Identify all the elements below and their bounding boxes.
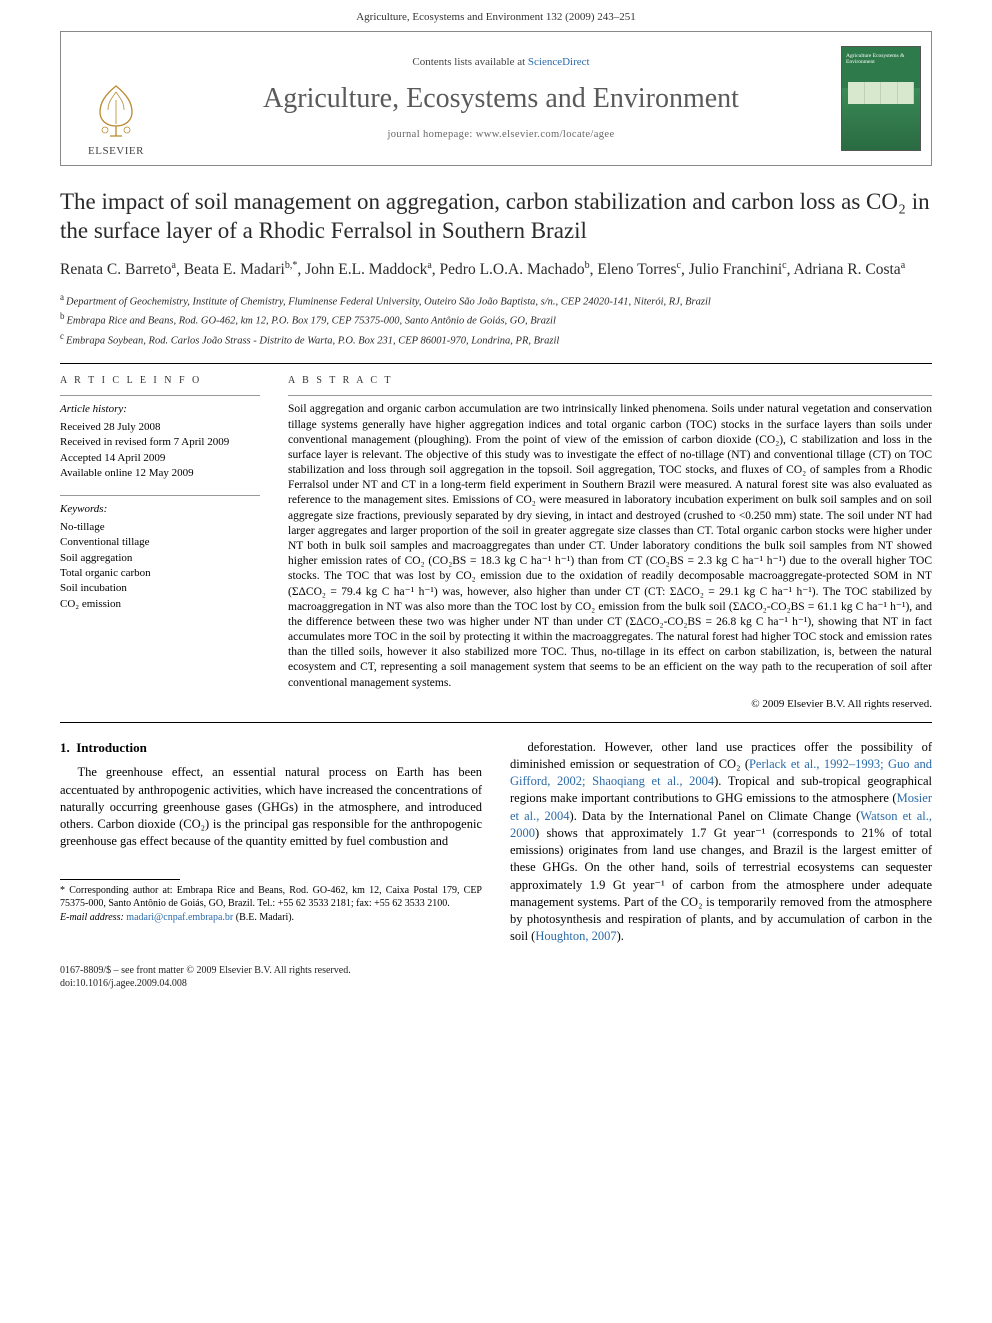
keywords-block: Keywords: No-tillageConventional tillage…: [60, 502, 260, 612]
footnotes: * Corresponding author at: Embrapa Rice …: [60, 884, 482, 925]
abstract-text: Soil aggregation and organic carbon accu…: [288, 402, 932, 690]
corresponding-author: * Corresponding author at: Embrapa Rice …: [60, 884, 482, 911]
abstract-column: A B S T R A C T Soil aggregation and org…: [288, 374, 932, 712]
issn-line: 0167-8809/$ – see front matter © 2009 El…: [60, 964, 932, 978]
info-rule-2: [60, 495, 260, 496]
homepage-line: journal homepage: www.elsevier.com/locat…: [387, 128, 614, 142]
abstract-heading: A B S T R A C T: [288, 374, 932, 388]
sciencedirect-link[interactable]: ScienceDirect: [528, 56, 590, 68]
cover-title-text: Agriculture Ecosystems & Environment: [846, 53, 916, 65]
intro-para-1: The greenhouse effect, an essential natu…: [60, 764, 482, 850]
email-link[interactable]: madari@cnpaf.embrapa.br: [126, 912, 233, 923]
history-label: Article history:: [60, 402, 260, 417]
journal-name: Agriculture, Ecosystems and Environment: [263, 80, 739, 118]
divider-top: [60, 363, 932, 364]
journal-cover-thumb: Agriculture Ecosystems & Environment: [841, 46, 921, 151]
homepage-url[interactable]: www.elsevier.com/locate/agee: [476, 129, 615, 140]
doi-line: doi:10.1016/j.agee.2009.04.008: [60, 977, 932, 991]
elsevier-tree-icon: [86, 80, 146, 140]
email-person: (B.E. Madari).: [236, 912, 294, 923]
publisher-name: ELSEVIER: [88, 144, 144, 159]
body-two-column: 1. Introduction The greenhouse effect, a…: [60, 739, 932, 946]
publisher-logo-block: ELSEVIER: [61, 32, 171, 165]
journal-center: Contents lists available at ScienceDirec…: [171, 32, 831, 165]
cover-thumb-wrap: Agriculture Ecosystems & Environment: [831, 32, 931, 165]
abstract-copyright: © 2009 Elsevier B.V. All rights reserved…: [288, 697, 932, 712]
contents-lists-line: Contents lists available at ScienceDirec…: [412, 55, 589, 70]
page-footer: 0167-8809/$ – see front matter © 2009 El…: [60, 964, 932, 991]
email-label: E-mail address:: [60, 912, 124, 923]
contents-prefix: Contents lists available at: [412, 56, 527, 68]
section-1-heading: 1. Introduction: [60, 739, 482, 757]
citation-link[interactable]: Perlack et al., 1992–1993; Guo and Giffo…: [510, 757, 932, 788]
intro-para-2: deforestation. However, other land use p…: [510, 739, 932, 946]
article-info-heading: A R T I C L E I N F O: [60, 374, 260, 388]
footnote-rule: [60, 879, 180, 880]
citation-link[interactable]: Watson et al., 2000: [510, 809, 932, 840]
affiliations: aDepartment of Geochemistry, Institute o…: [60, 291, 932, 349]
keywords-label: Keywords:: [60, 502, 260, 517]
homepage-prefix: journal homepage:: [387, 129, 475, 140]
section-title: Introduction: [76, 740, 147, 755]
abs-rule: [288, 395, 932, 396]
section-number: 1.: [60, 740, 70, 755]
info-rule-1: [60, 395, 260, 396]
divider-mid: [60, 722, 932, 723]
article-info-column: A R T I C L E I N F O Article history: R…: [60, 374, 260, 712]
article-title: The impact of soil management on aggrega…: [60, 188, 932, 246]
running-head: Agriculture, Ecosystems and Environment …: [0, 0, 992, 31]
author-list: Renata C. Barretoa, Beata E. Madarib,*, …: [60, 259, 932, 281]
journal-header-box: ELSEVIER Contents lists available at Sci…: [60, 31, 932, 166]
article-history-block: Article history: Received 28 July 2008Re…: [60, 402, 260, 481]
citation-link[interactable]: Houghton, 2007: [535, 929, 616, 943]
